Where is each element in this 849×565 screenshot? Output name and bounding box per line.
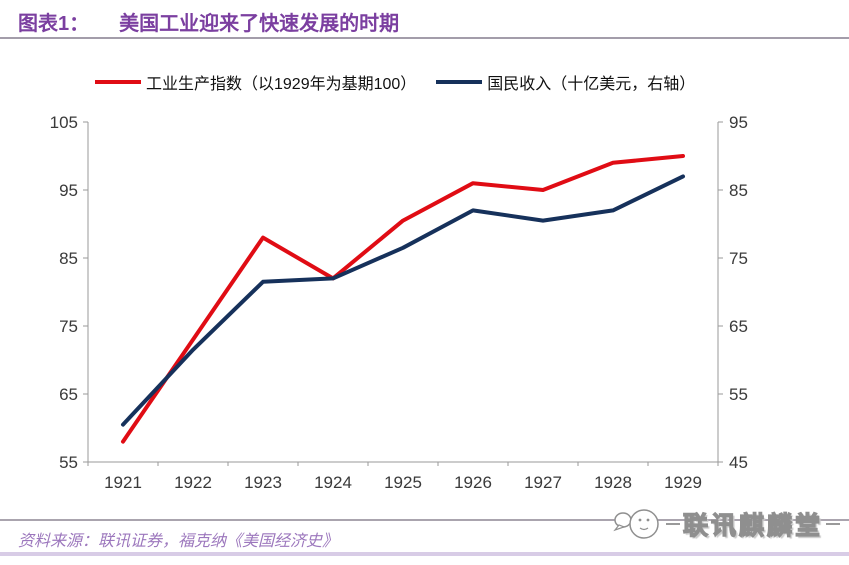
legend-label: 工业生产指数（以1929年为基期100） [146,76,417,93]
y-left-tick-label: 85 [59,249,78,268]
qilin-bubble-icon [613,509,659,539]
watermark: 联讯麒麟堂 [611,504,843,544]
chart-title: 美国工业迎来了快速发展的时期 [119,13,400,35]
y-right-tick-label: 75 [729,249,748,268]
legend-label: 国民收入（十亿美元，右轴） [487,76,696,93]
x-tick-label: 1923 [244,473,282,492]
y-right-tick-label: 85 [729,181,748,200]
x-tick-label: 1926 [454,473,492,492]
navy-line-swatch-icon [436,80,483,84]
x-tick-label: 1925 [384,473,422,492]
y-right-tick-label: 95 [729,113,748,132]
series-line-1 [121,174,685,427]
y-left-tick-label: 105 [50,113,78,132]
y-left-tick-label: 65 [59,385,78,404]
title-divider [0,37,849,39]
y-left-tick-label: 55 [59,453,78,472]
x-tick-label: 1929 [664,473,702,492]
x-tick-label: 1927 [524,473,562,492]
x-tick-label: 1924 [314,473,352,492]
chart-legend: 工业生产指数（以1929年为基期100） 国民收入（十亿美元，右轴） [95,70,695,94]
watermark-text: 联讯麒麟堂 [682,511,823,540]
x-tick-label: 1928 [594,473,632,492]
legend-item-industrial-production: 工业生产指数（以1929年为基期100） [95,70,416,94]
y-right-tick-label: 65 [729,317,748,336]
legend-item-national-income: 国民收入（十亿美元，右轴） [436,70,695,94]
watermark-dash [665,523,680,525]
footer-divider [0,519,849,521]
red-line-swatch-icon [95,80,141,84]
y-right-tick-label: 55 [729,385,748,404]
y-right-tick-label: 45 [729,453,748,472]
chart-header: 图表1： 美国工业迎来了快速发展的时期 [18,7,399,36]
x-tick-label: 1921 [104,473,142,492]
y-left-tick-label: 95 [59,181,78,200]
series-line-0 [121,154,685,444]
source-note: 资料来源：联讯证券，福克纳《美国经济史》 [18,533,339,550]
y-left-tick-label: 75 [59,317,78,336]
bottom-accent-rule [0,552,849,556]
x-tick-label: 1922 [174,473,212,492]
watermark-dash [826,523,840,525]
chart-number-label: 图表1： [18,13,90,35]
